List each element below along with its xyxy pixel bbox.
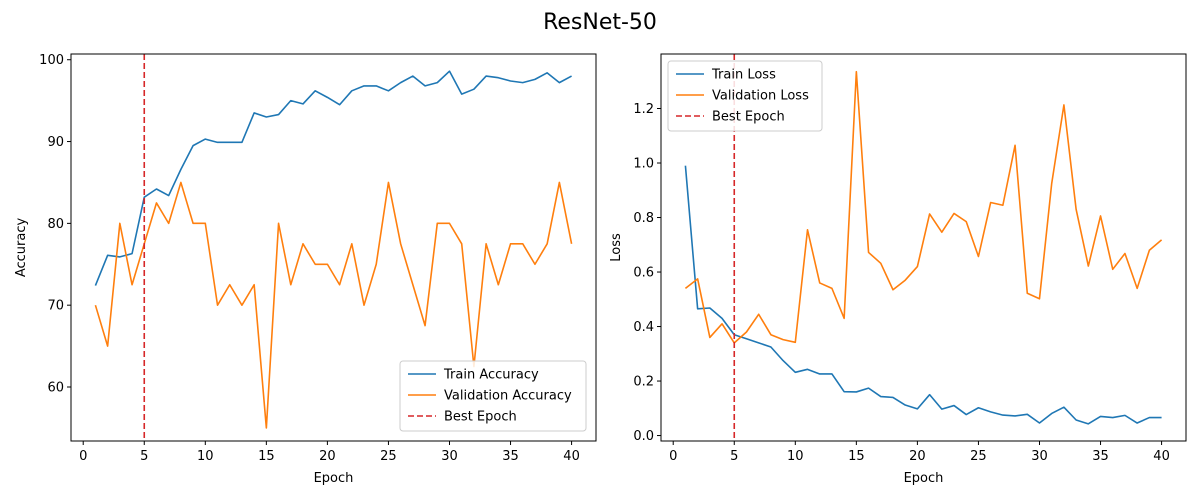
x-tick-label: 5: [140, 449, 148, 464]
x-tick-label: 15: [848, 449, 865, 464]
y-tick-label: 60: [47, 381, 64, 396]
x-tick-label: 40: [563, 449, 580, 464]
accuracy-plot: 0 5 10 15 20 25 30 35 40 60 70 80 90 100 Epoch Accuracy…: [14, 53, 597, 486]
y-tick-label: 0.2: [633, 375, 654, 390]
loss-plot: 0 5 10 15 20 25 30 35 40 0.0 0.2 0.4 0.6 0.8 1.0 1.2 Epo…: [609, 53, 1187, 486]
series-line-validation-loss: [684, 70, 1163, 344]
x-tick-label: 40: [1153, 449, 1170, 464]
legend-box: [667, 60, 823, 132]
y-tick-label: 0.4: [633, 320, 654, 335]
legend-box: [399, 360, 587, 432]
legend-label: Train Accuracy: [443, 368, 539, 383]
x-tick-label: 0: [79, 449, 87, 464]
x-tick-label: 0: [669, 449, 677, 464]
y-tick-label: 90: [47, 135, 64, 150]
axes-frame: [70, 53, 597, 442]
y-tick-label: 1.0: [633, 157, 654, 172]
y-axis-label: Accuracy: [14, 218, 29, 278]
x-tick-label: 20: [319, 449, 336, 464]
x-tick-label: 30: [441, 449, 458, 464]
legend-label: Validation Accuracy: [444, 389, 572, 404]
figure-suptitle: ResNet-50: [543, 10, 657, 35]
x-tick-label: 35: [502, 449, 519, 464]
x-tick-label: 15: [258, 449, 275, 464]
series-line-validation-accuracy: [94, 181, 573, 429]
x-tick-label: 30: [1031, 449, 1048, 464]
series-line-train-loss: [684, 165, 1162, 425]
legend-label: Validation Loss: [712, 89, 809, 104]
x-tick-label: 5: [730, 449, 738, 464]
y-tick-label: 0.8: [633, 211, 654, 226]
axes-frame: [660, 53, 1187, 442]
y-tick-label: 100: [39, 53, 64, 68]
x-axis-label: Epoch: [314, 471, 354, 486]
y-tick-label: 1.2: [633, 102, 654, 117]
legend: Train Accuracy Validation Accuracy Best Ep…: [399, 360, 587, 432]
y-axis-label: Loss: [609, 233, 624, 262]
x-axis-label: Epoch: [904, 471, 944, 486]
y-tick-label: 80: [47, 217, 64, 232]
x-tick-label: 10: [787, 449, 804, 464]
x-tick-label: 10: [197, 449, 214, 464]
legend: Train Loss Validation Loss Best Epoch: [667, 60, 823, 132]
x-tick-label: 35: [1092, 449, 1109, 464]
series-line-train-accuracy: [94, 70, 572, 286]
legend-label: Best Epoch: [712, 110, 785, 125]
y-tick-label: 0.0: [633, 429, 654, 444]
x-tick-label: 20: [909, 449, 926, 464]
legend-label: Train Loss: [711, 68, 776, 83]
x-tick-label: 25: [970, 449, 987, 464]
legend-label: Best Epoch: [444, 410, 517, 425]
y-tick-label: 0.6: [633, 266, 654, 281]
y-tick-label: 70: [47, 299, 64, 314]
x-tick-label: 25: [380, 449, 397, 464]
